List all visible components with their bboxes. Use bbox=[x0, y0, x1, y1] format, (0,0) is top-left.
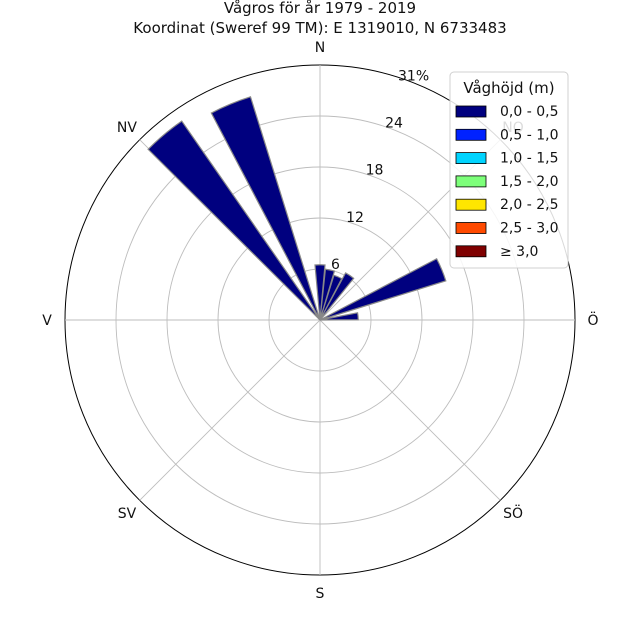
radial-tick-labels: 6 12 18 24 31% bbox=[331, 68, 429, 272]
direction-label: Ö bbox=[587, 311, 598, 329]
radial-tick-label: 31% bbox=[398, 68, 429, 84]
radial-tick-label: 18 bbox=[366, 163, 384, 179]
legend-swatch bbox=[455, 152, 487, 165]
direction-label: S bbox=[316, 586, 325, 602]
rose-bar bbox=[210, 96, 321, 321]
legend-swatch bbox=[455, 105, 487, 118]
direction-label: SV bbox=[118, 506, 137, 522]
legend-label: 1,5 - 2,0 bbox=[500, 174, 558, 190]
radial-tick-label: 6 bbox=[331, 257, 340, 273]
grid-spoke bbox=[139, 319, 321, 501]
legend-label: 0,0 - 0,5 bbox=[500, 104, 558, 120]
direction-label: NV bbox=[117, 120, 137, 136]
legend-swatch bbox=[455, 175, 487, 188]
legend-swatch bbox=[455, 198, 487, 211]
legend-label: 1,0 - 1,5 bbox=[500, 151, 558, 167]
radial-tick-label: 24 bbox=[385, 116, 403, 132]
chart-title: Vågros för år 1979 - 2019 bbox=[224, 0, 416, 17]
legend: Våghöjd (m) 0,0 - 0,5 0,5 - 1,0 1,0 - 1,5 1,… bbox=[449, 71, 569, 269]
legend-label: ≥ 3,0 bbox=[500, 244, 538, 260]
rose-bar bbox=[319, 272, 355, 321]
radial-tick-label: 12 bbox=[346, 210, 364, 226]
legend-label: 2,5 - 3,0 bbox=[500, 221, 558, 237]
rose-bar bbox=[319, 312, 359, 321]
rose-bar bbox=[319, 257, 447, 321]
legend-label: 0,5 - 1,0 bbox=[500, 127, 558, 143]
direction-label: N bbox=[315, 40, 325, 56]
legend-swatch bbox=[455, 245, 487, 258]
rose-bar bbox=[314, 264, 326, 321]
rose-bar bbox=[147, 120, 321, 321]
direction-label: SÖ bbox=[503, 504, 523, 522]
grid-spoke bbox=[319, 319, 501, 501]
rose-bars bbox=[147, 96, 447, 321]
legend-title: Våghöjd (m) bbox=[463, 79, 554, 97]
direction-label: V bbox=[42, 313, 52, 329]
legend-swatch bbox=[455, 222, 487, 234]
legend-label: 2,0 - 2,5 bbox=[500, 197, 558, 213]
legend-box bbox=[449, 71, 569, 269]
legend-swatch bbox=[455, 128, 487, 141]
chart-subtitle: Koordinat (Sweref 99 TM): E 1319010, N 6… bbox=[133, 19, 506, 37]
